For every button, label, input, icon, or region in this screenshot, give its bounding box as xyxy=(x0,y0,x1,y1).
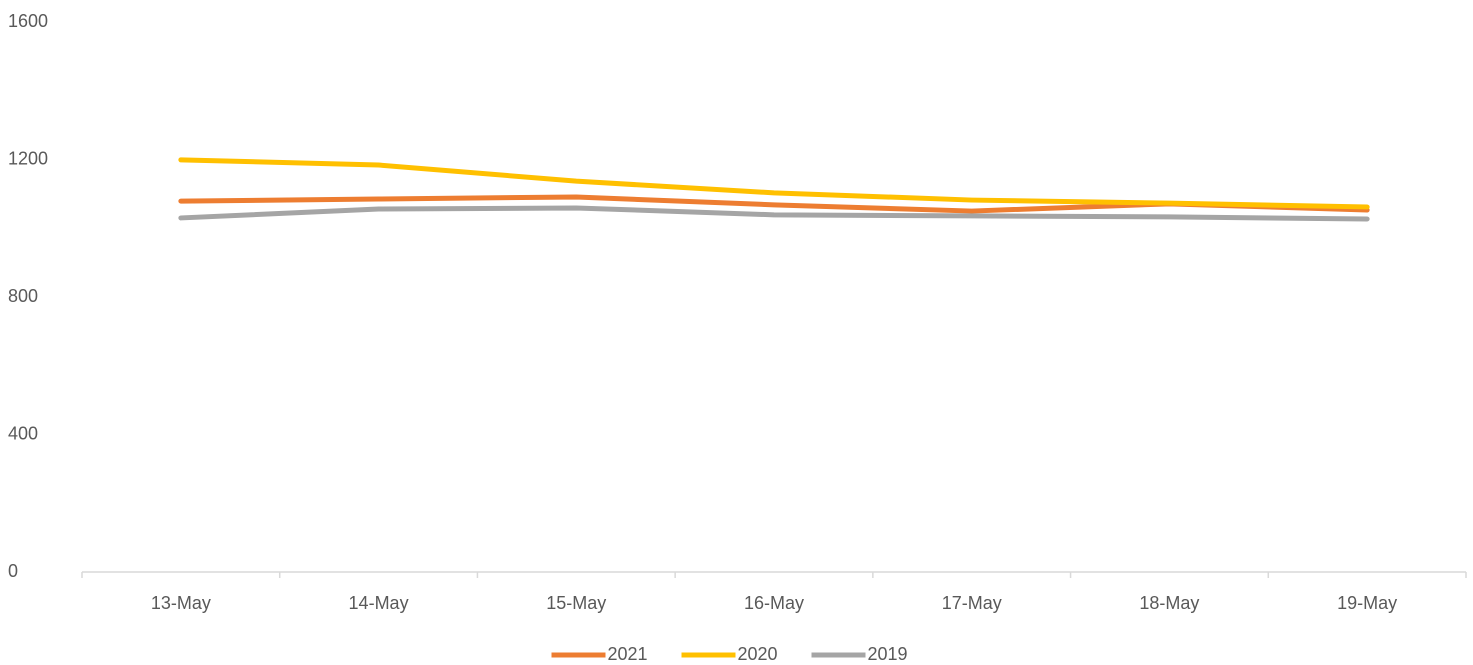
x-tick-label: 18-May xyxy=(1139,593,1199,613)
x-tick-label: 13-May xyxy=(151,593,211,613)
legend-label: 2020 xyxy=(738,644,778,664)
x-tick-label: 17-May xyxy=(942,593,1002,613)
y-tick-label: 0 xyxy=(8,561,18,581)
series-line xyxy=(178,205,1370,222)
y-tick-label: 400 xyxy=(8,423,38,443)
x-tick-label: 19-May xyxy=(1337,593,1397,613)
x-tick-label: 14-May xyxy=(349,593,409,613)
y-tick-label: 800 xyxy=(8,286,38,306)
series-line xyxy=(178,157,1370,210)
y-tick-label: 1200 xyxy=(8,148,48,168)
y-tick-label: 1600 xyxy=(8,11,48,31)
x-tick-label: 16-May xyxy=(744,593,804,613)
x-tick-label: 15-May xyxy=(546,593,606,613)
legend-label: 2019 xyxy=(868,644,908,664)
legend-label: 2021 xyxy=(608,644,648,664)
